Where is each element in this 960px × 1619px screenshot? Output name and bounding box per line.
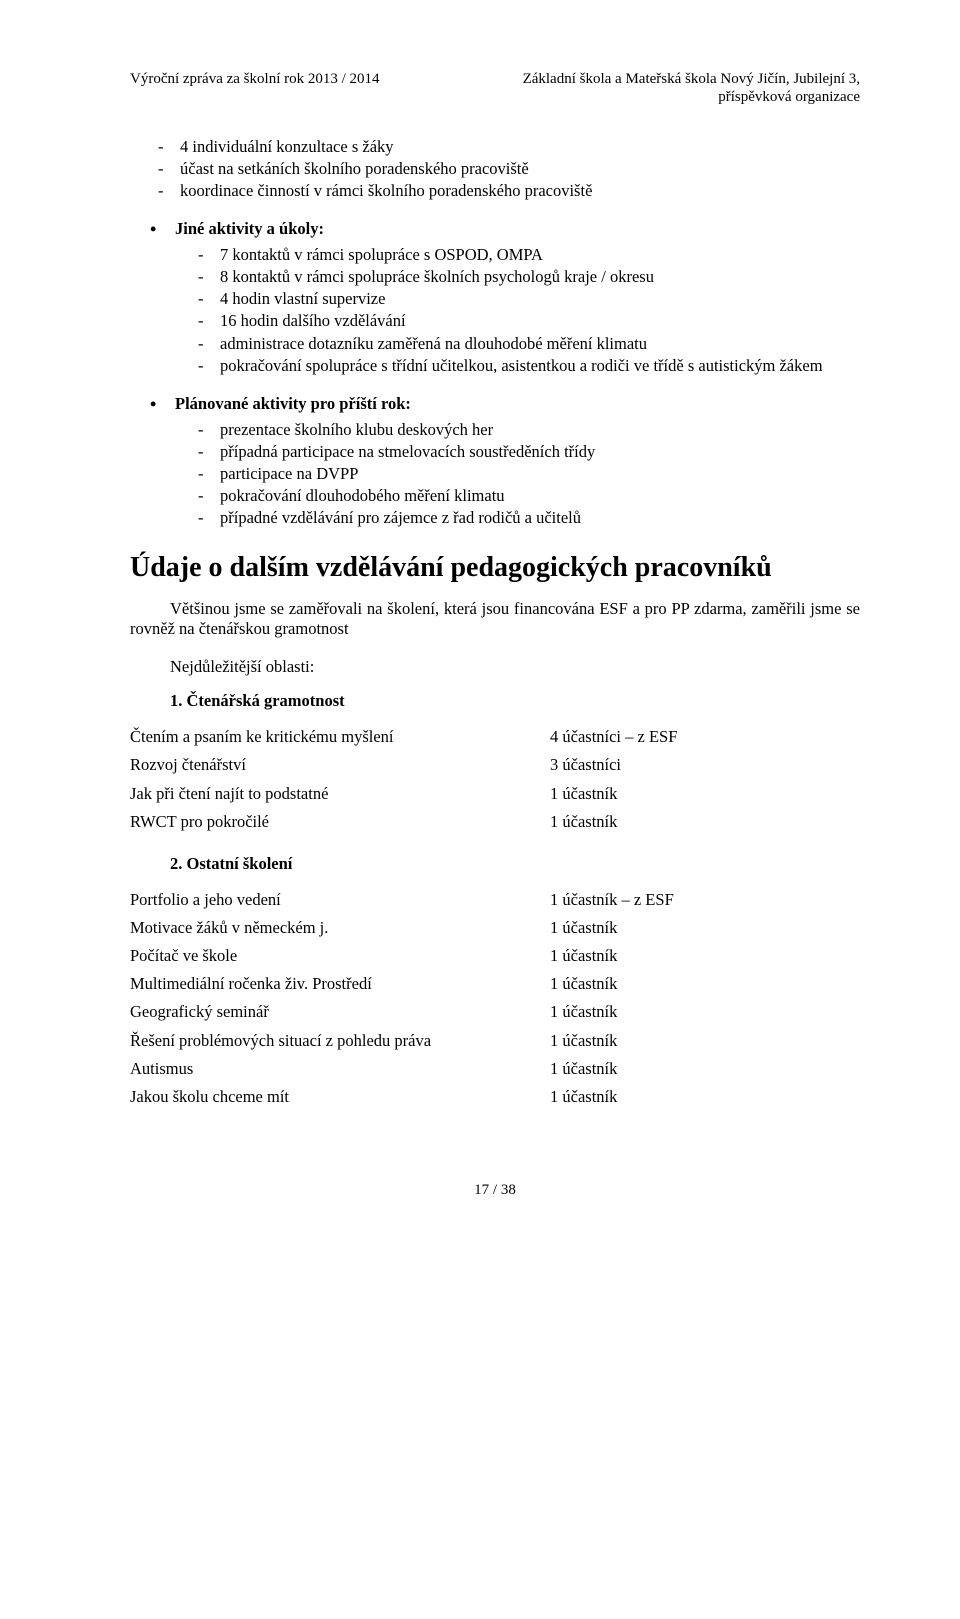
header-right: Základní škola a Mateřská škola Nový Jič… xyxy=(523,70,860,107)
table-row: Portfolio a jeho vedení 1 účastník – z E… xyxy=(130,886,860,914)
list-item: účast na setkáních školního poradenského… xyxy=(180,159,860,179)
participants: 1 účastník xyxy=(550,970,860,998)
table-row: Počítač ve škole 1 účastník xyxy=(130,942,860,970)
course-name: Portfolio a jeho vedení xyxy=(130,886,550,914)
course-name: Řešení problémových situací z pohledu pr… xyxy=(130,1027,550,1055)
table-row: RWCT pro pokročilé 1 účastník xyxy=(130,808,860,836)
table-row: Geografický seminář 1 účastník xyxy=(130,998,860,1026)
list-item: 16 hodin dalšího vzdělávání xyxy=(220,311,860,331)
course-name: Jak při čtení najít to podstatné xyxy=(130,780,550,808)
list-item: pokračování spolupráce s třídní učitelko… xyxy=(220,356,860,376)
list-item: 8 kontaktů v rámci spolupráce školních p… xyxy=(220,267,860,287)
table-other-training: Portfolio a jeho vedení 1 účastník – z E… xyxy=(130,886,860,1111)
list-item: koordinace činností v rámci školního por… xyxy=(180,181,860,201)
list-item: 4 hodin vlastní supervize xyxy=(220,289,860,309)
subheading-activities: Jiné aktivity a úkoly: xyxy=(130,219,860,239)
table-row: Motivace žáků v německém j. 1 účastník xyxy=(130,914,860,942)
list-item: případné vzdělávání pro zájemce z řad ro… xyxy=(220,508,860,528)
participants: 1 účastník xyxy=(550,1055,860,1083)
intro-paragraph: Většinou jsme se zaměřovali na školení, … xyxy=(130,599,860,639)
participants: 3 účastníci xyxy=(550,751,860,779)
list-item: 7 kontaktů v rámci spolupráce s OSPOD, O… xyxy=(220,245,860,265)
participants: 4 účastníci – z ESF xyxy=(550,723,860,751)
course-name: Motivace žáků v německém j. xyxy=(130,914,550,942)
table-reading-literacy: Čtením a psaním ke kritickému myšlení 4 … xyxy=(130,723,860,836)
participants: 1 účastník xyxy=(550,1083,860,1111)
numbered-heading-2: 2. Ostatní školení xyxy=(170,854,860,874)
subheading-planned: Plánované aktivity pro příští rok: xyxy=(130,394,860,414)
list-b: 7 kontaktů v rámci spolupráce s OSPOD, O… xyxy=(130,245,860,376)
list-item: participace na DVPP xyxy=(220,464,860,484)
participants: 1 účastník xyxy=(550,780,860,808)
table-row: Čtením a psaním ke kritickému myšlení 4 … xyxy=(130,723,860,751)
participants: 1 účastník – z ESF xyxy=(550,886,860,914)
participants: 1 účastník xyxy=(550,808,860,836)
course-name: Autismus xyxy=(130,1055,550,1083)
table-row: Autismus 1 účastník xyxy=(130,1055,860,1083)
list-item: pokračování dlouhodobého měření klimatu xyxy=(220,486,860,506)
header-right-line2: příspěvková organizace xyxy=(523,88,860,106)
course-name: RWCT pro pokročilé xyxy=(130,808,550,836)
header-right-line1: Základní škola a Mateřská škola Nový Jič… xyxy=(523,70,860,88)
table-row: Jakou školu chceme mít 1 účastník xyxy=(130,1083,860,1111)
course-name: Počítač ve škole xyxy=(130,942,550,970)
list-item: prezentace školního klubu deskových her xyxy=(220,420,860,440)
table-row: Řešení problémových situací z pohledu pr… xyxy=(130,1027,860,1055)
page-number: 17 / 38 xyxy=(130,1181,860,1199)
header-left: Výroční zpráva za školní rok 2013 / 2014 xyxy=(130,70,380,107)
course-name: Geografický seminář xyxy=(130,998,550,1026)
table-row: Jak při čtení najít to podstatné 1 účast… xyxy=(130,780,860,808)
list-item: 4 individuální konzultace s žáky xyxy=(180,137,860,157)
course-name: Rozvoj čtenářství xyxy=(130,751,550,779)
list-item: administrace dotazníku zaměřená na dlouh… xyxy=(220,334,860,354)
areas-label: Nejdůležitější oblasti: xyxy=(170,657,860,677)
page-header: Výroční zpráva za školní rok 2013 / 2014… xyxy=(130,70,860,107)
list-c: prezentace školního klubu deskových her … xyxy=(130,420,860,529)
participants: 1 účastník xyxy=(550,914,860,942)
list-a: 4 individuální konzultace s žáky účast n… xyxy=(130,137,860,201)
table-row: Rozvoj čtenářství 3 účastníci xyxy=(130,751,860,779)
participants: 1 účastník xyxy=(550,942,860,970)
course-name: Multimediální ročenka živ. Prostředí xyxy=(130,970,550,998)
table-row: Multimediální ročenka živ. Prostředí 1 ú… xyxy=(130,970,860,998)
course-name: Čtením a psaním ke kritickému myšlení xyxy=(130,723,550,751)
participants: 1 účastník xyxy=(550,998,860,1026)
participants: 1 účastník xyxy=(550,1027,860,1055)
section-heading: Údaje o dalším vzdělávání pedagogických … xyxy=(130,551,860,585)
numbered-heading-1: 1. Čtenářská gramotnost xyxy=(170,691,860,711)
course-name: Jakou školu chceme mít xyxy=(130,1083,550,1111)
list-item: případná participace na stmelovacích sou… xyxy=(220,442,860,462)
